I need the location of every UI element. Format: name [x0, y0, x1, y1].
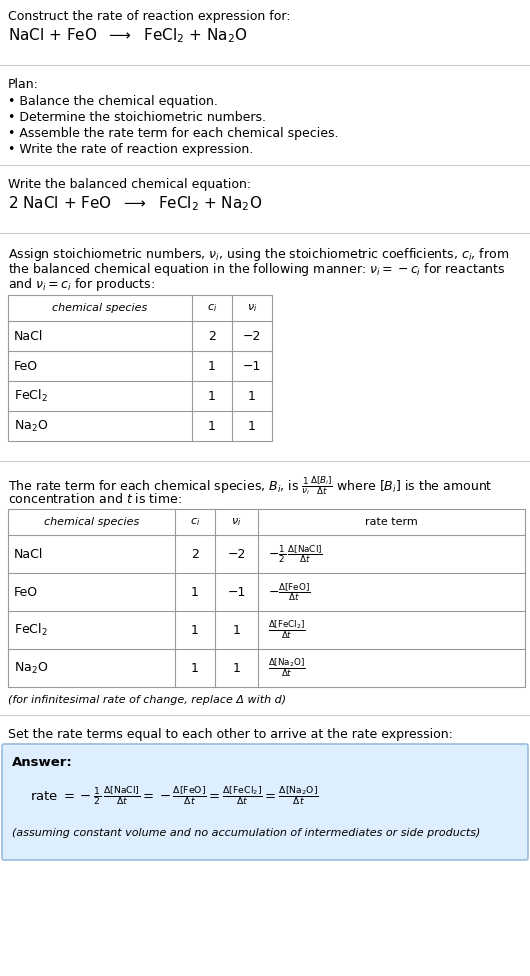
- Text: 1: 1: [248, 389, 256, 402]
- Text: • Write the rate of reaction expression.: • Write the rate of reaction expression.: [8, 143, 253, 156]
- Text: 2 NaCl + FeO  $\longrightarrow$  FeCl$_2$ + Na$_2$O: 2 NaCl + FeO $\longrightarrow$ FeCl$_2$ …: [8, 194, 262, 213]
- Text: $\frac{\Delta[\mathrm{FeCl_2}]}{\Delta t}$: $\frac{\Delta[\mathrm{FeCl_2}]}{\Delta t…: [268, 619, 306, 641]
- Text: Na$_2$O: Na$_2$O: [14, 419, 48, 433]
- Text: 1: 1: [191, 586, 199, 598]
- Text: $\nu_i$: $\nu_i$: [231, 516, 242, 528]
- Text: The rate term for each chemical species, $B_i$, is $\frac{1}{\nu_i}\frac{\Delta[: The rate term for each chemical species,…: [8, 474, 492, 497]
- Text: chemical species: chemical species: [44, 517, 139, 527]
- Text: Set the rate terms equal to each other to arrive at the rate expression:: Set the rate terms equal to each other t…: [8, 728, 453, 741]
- Text: 1: 1: [208, 420, 216, 432]
- Text: $c_i$: $c_i$: [190, 516, 200, 528]
- Text: (for infinitesimal rate of change, replace Δ with d): (for infinitesimal rate of change, repla…: [8, 695, 286, 705]
- Text: 1: 1: [233, 624, 241, 636]
- Text: • Balance the chemical equation.: • Balance the chemical equation.: [8, 95, 218, 108]
- Text: $\nu_i$: $\nu_i$: [247, 303, 257, 314]
- Text: 1: 1: [233, 662, 241, 674]
- Text: Construct the rate of reaction expression for:: Construct the rate of reaction expressio…: [8, 10, 290, 23]
- Text: $c_i$: $c_i$: [207, 303, 217, 314]
- Text: FeO: FeO: [14, 359, 38, 373]
- Text: 1: 1: [208, 389, 216, 402]
- Text: −1: −1: [243, 359, 261, 373]
- Text: rate $= -\frac{1}{2}\,\frac{\Delta[\mathrm{NaCl}]}{\Delta t} = -\frac{\Delta[\ma: rate $= -\frac{1}{2}\,\frac{\Delta[\math…: [30, 784, 319, 807]
- Text: $\frac{\Delta[\mathrm{Na_2O}]}{\Delta t}$: $\frac{\Delta[\mathrm{Na_2O}]}{\Delta t}…: [268, 657, 306, 679]
- Text: NaCl + FeO  $\longrightarrow$  FeCl$_2$ + Na$_2$O: NaCl + FeO $\longrightarrow$ FeCl$_2$ + …: [8, 26, 248, 45]
- Text: Answer:: Answer:: [12, 756, 73, 769]
- Text: the balanced chemical equation in the following manner: $\nu_i = -c_i$ for react: the balanced chemical equation in the fo…: [8, 261, 506, 278]
- Text: 1: 1: [191, 662, 199, 674]
- Text: (assuming constant volume and no accumulation of intermediates or side products): (assuming constant volume and no accumul…: [12, 828, 480, 838]
- Text: • Determine the stoichiometric numbers.: • Determine the stoichiometric numbers.: [8, 111, 266, 124]
- Text: −1: −1: [227, 586, 246, 598]
- Text: FeCl$_2$: FeCl$_2$: [14, 622, 48, 638]
- Text: $-\frac{1}{2}\,\frac{\Delta[\mathrm{NaCl}]}{\Delta t}$: $-\frac{1}{2}\,\frac{\Delta[\mathrm{NaCl…: [268, 543, 323, 565]
- Text: Plan:: Plan:: [8, 78, 39, 91]
- Text: 2: 2: [191, 548, 199, 560]
- Text: 1: 1: [191, 624, 199, 636]
- FancyBboxPatch shape: [2, 744, 528, 860]
- Text: Na$_2$O: Na$_2$O: [14, 661, 48, 675]
- Text: 1: 1: [208, 359, 216, 373]
- Text: chemical species: chemical species: [52, 303, 148, 313]
- Text: −2: −2: [243, 330, 261, 343]
- Text: Assign stoichiometric numbers, $\nu_i$, using the stoichiometric coefficients, $: Assign stoichiometric numbers, $\nu_i$, …: [8, 246, 509, 263]
- Bar: [8, 295, 272, 441]
- Bar: [8, 509, 525, 687]
- Text: $-\frac{\Delta[\mathrm{FeO}]}{\Delta t}$: $-\frac{\Delta[\mathrm{FeO}]}{\Delta t}$: [268, 581, 311, 603]
- Text: 2: 2: [208, 330, 216, 343]
- Text: FeO: FeO: [14, 586, 38, 598]
- Text: NaCl: NaCl: [14, 330, 43, 343]
- Text: rate term: rate term: [365, 517, 418, 527]
- Text: FeCl$_2$: FeCl$_2$: [14, 387, 48, 404]
- Text: Write the balanced chemical equation:: Write the balanced chemical equation:: [8, 178, 251, 191]
- Text: and $\nu_i = c_i$ for products:: and $\nu_i = c_i$ for products:: [8, 276, 155, 293]
- Text: concentration and $t$ is time:: concentration and $t$ is time:: [8, 492, 182, 506]
- Text: −2: −2: [227, 548, 246, 560]
- Text: 1: 1: [248, 420, 256, 432]
- Text: NaCl: NaCl: [14, 548, 43, 560]
- Text: • Assemble the rate term for each chemical species.: • Assemble the rate term for each chemic…: [8, 127, 339, 140]
